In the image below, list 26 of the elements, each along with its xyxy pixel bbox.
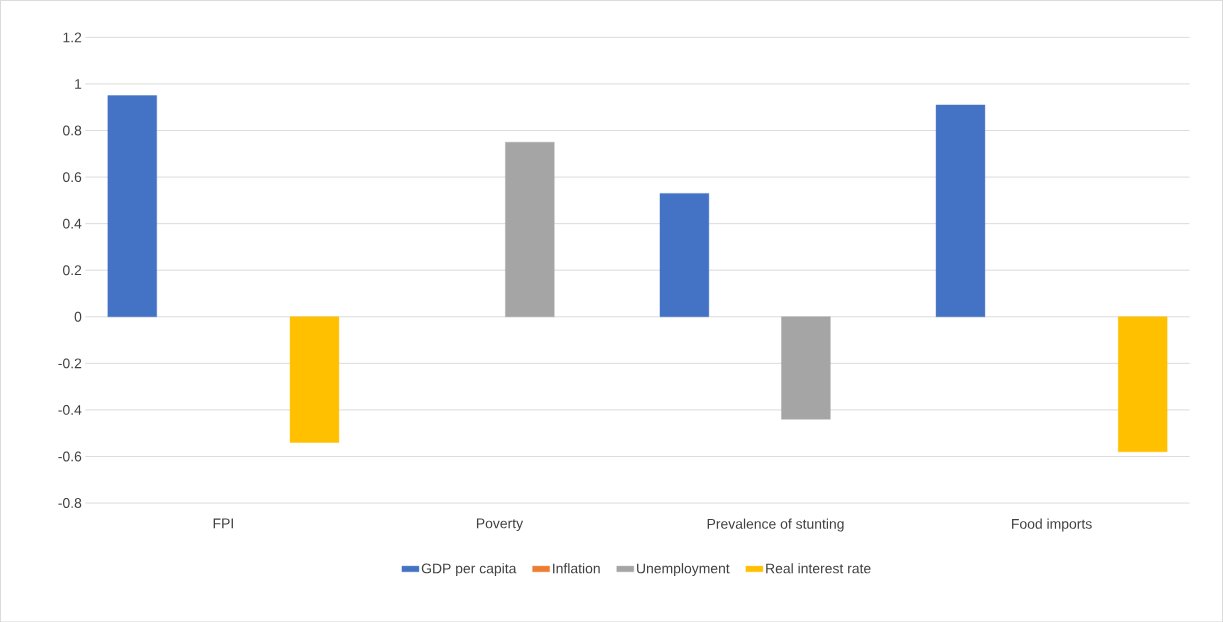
legend-label: Real interest rate — [766, 562, 871, 574]
legend-label: GDP per capita — [421, 562, 517, 576]
bar — [659, 192, 710, 317]
y-tick-label: -0.4 — [58, 404, 82, 415]
x-tick-label: Prevalence of stunting — [707, 518, 844, 532]
legend-label: Inflation — [553, 562, 600, 574]
y-tick-label: 1.2 — [63, 32, 82, 43]
bar — [505, 141, 555, 317]
bar — [1118, 316, 1168, 452]
y-tick-label: -0.6 — [58, 451, 82, 462]
y-tick-label: -0.2 — [58, 358, 82, 369]
y-tick-label: 0.6 — [63, 171, 82, 182]
bar — [107, 95, 157, 317]
y-tick-label: 0 — [74, 311, 82, 322]
bar — [289, 316, 340, 443]
bar — [781, 316, 831, 420]
legend-label: Unemployment — [637, 562, 730, 576]
bar — [935, 104, 986, 317]
x-tick-label: Poverty — [476, 518, 524, 531]
y-tick-label: -0.8 — [58, 497, 82, 508]
y-tick-label: 1 — [75, 78, 82, 89]
y-tick-label: 0.4 — [63, 218, 82, 229]
x-tick-label: FPI — [213, 518, 233, 528]
y-tick-label: 0.2 — [63, 265, 82, 275]
x-tick-label: Food imports — [1012, 518, 1092, 532]
y-tick-label: 0.8 — [63, 125, 82, 136]
